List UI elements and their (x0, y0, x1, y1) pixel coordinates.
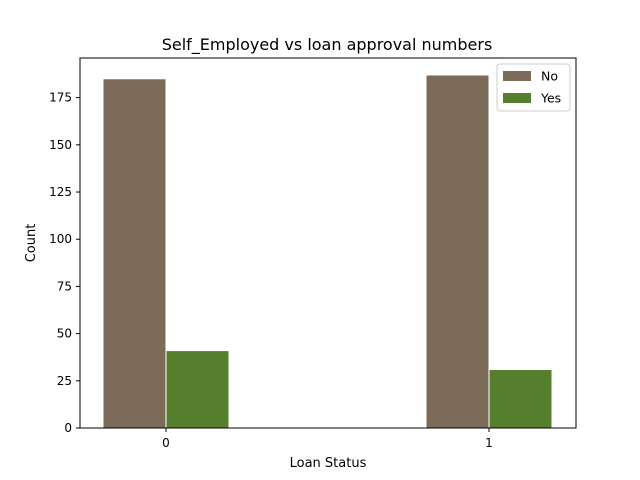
y-tick-label: 50 (57, 327, 72, 341)
y-tick-label: 0 (64, 421, 72, 435)
bar-no-1 (425, 74, 490, 429)
legend-label-yes: Yes (540, 91, 561, 106)
y-tick-label: 25 (57, 374, 72, 388)
y-axis-label: Count (24, 224, 39, 263)
x-tick-label: 1 (485, 436, 493, 450)
x-axis-label: Loan Status (290, 456, 367, 471)
y-tick-label: 75 (57, 279, 72, 293)
legend-swatch-no (503, 71, 531, 81)
chart-title: Self_Employed vs loan approval numbers (162, 35, 493, 55)
y-tick-label: 100 (49, 232, 72, 246)
legend: No Yes (496, 63, 571, 112)
bars-group (102, 74, 553, 429)
bar-no-0 (102, 78, 167, 429)
y-tick-label: 175 (49, 91, 72, 105)
legend-label-no: No (541, 69, 558, 84)
y-tick-label: 150 (49, 138, 72, 152)
x-tick-label: 0 (162, 436, 170, 450)
legend-swatch-yes (503, 93, 531, 103)
plot-frame (79, 57, 577, 429)
y-tick-label: 125 (49, 185, 72, 199)
bar-yes-1 (488, 368, 553, 429)
y-axis: 0 25 50 75 100 125 150 175 (49, 91, 80, 435)
bar-yes-0 (165, 350, 230, 429)
